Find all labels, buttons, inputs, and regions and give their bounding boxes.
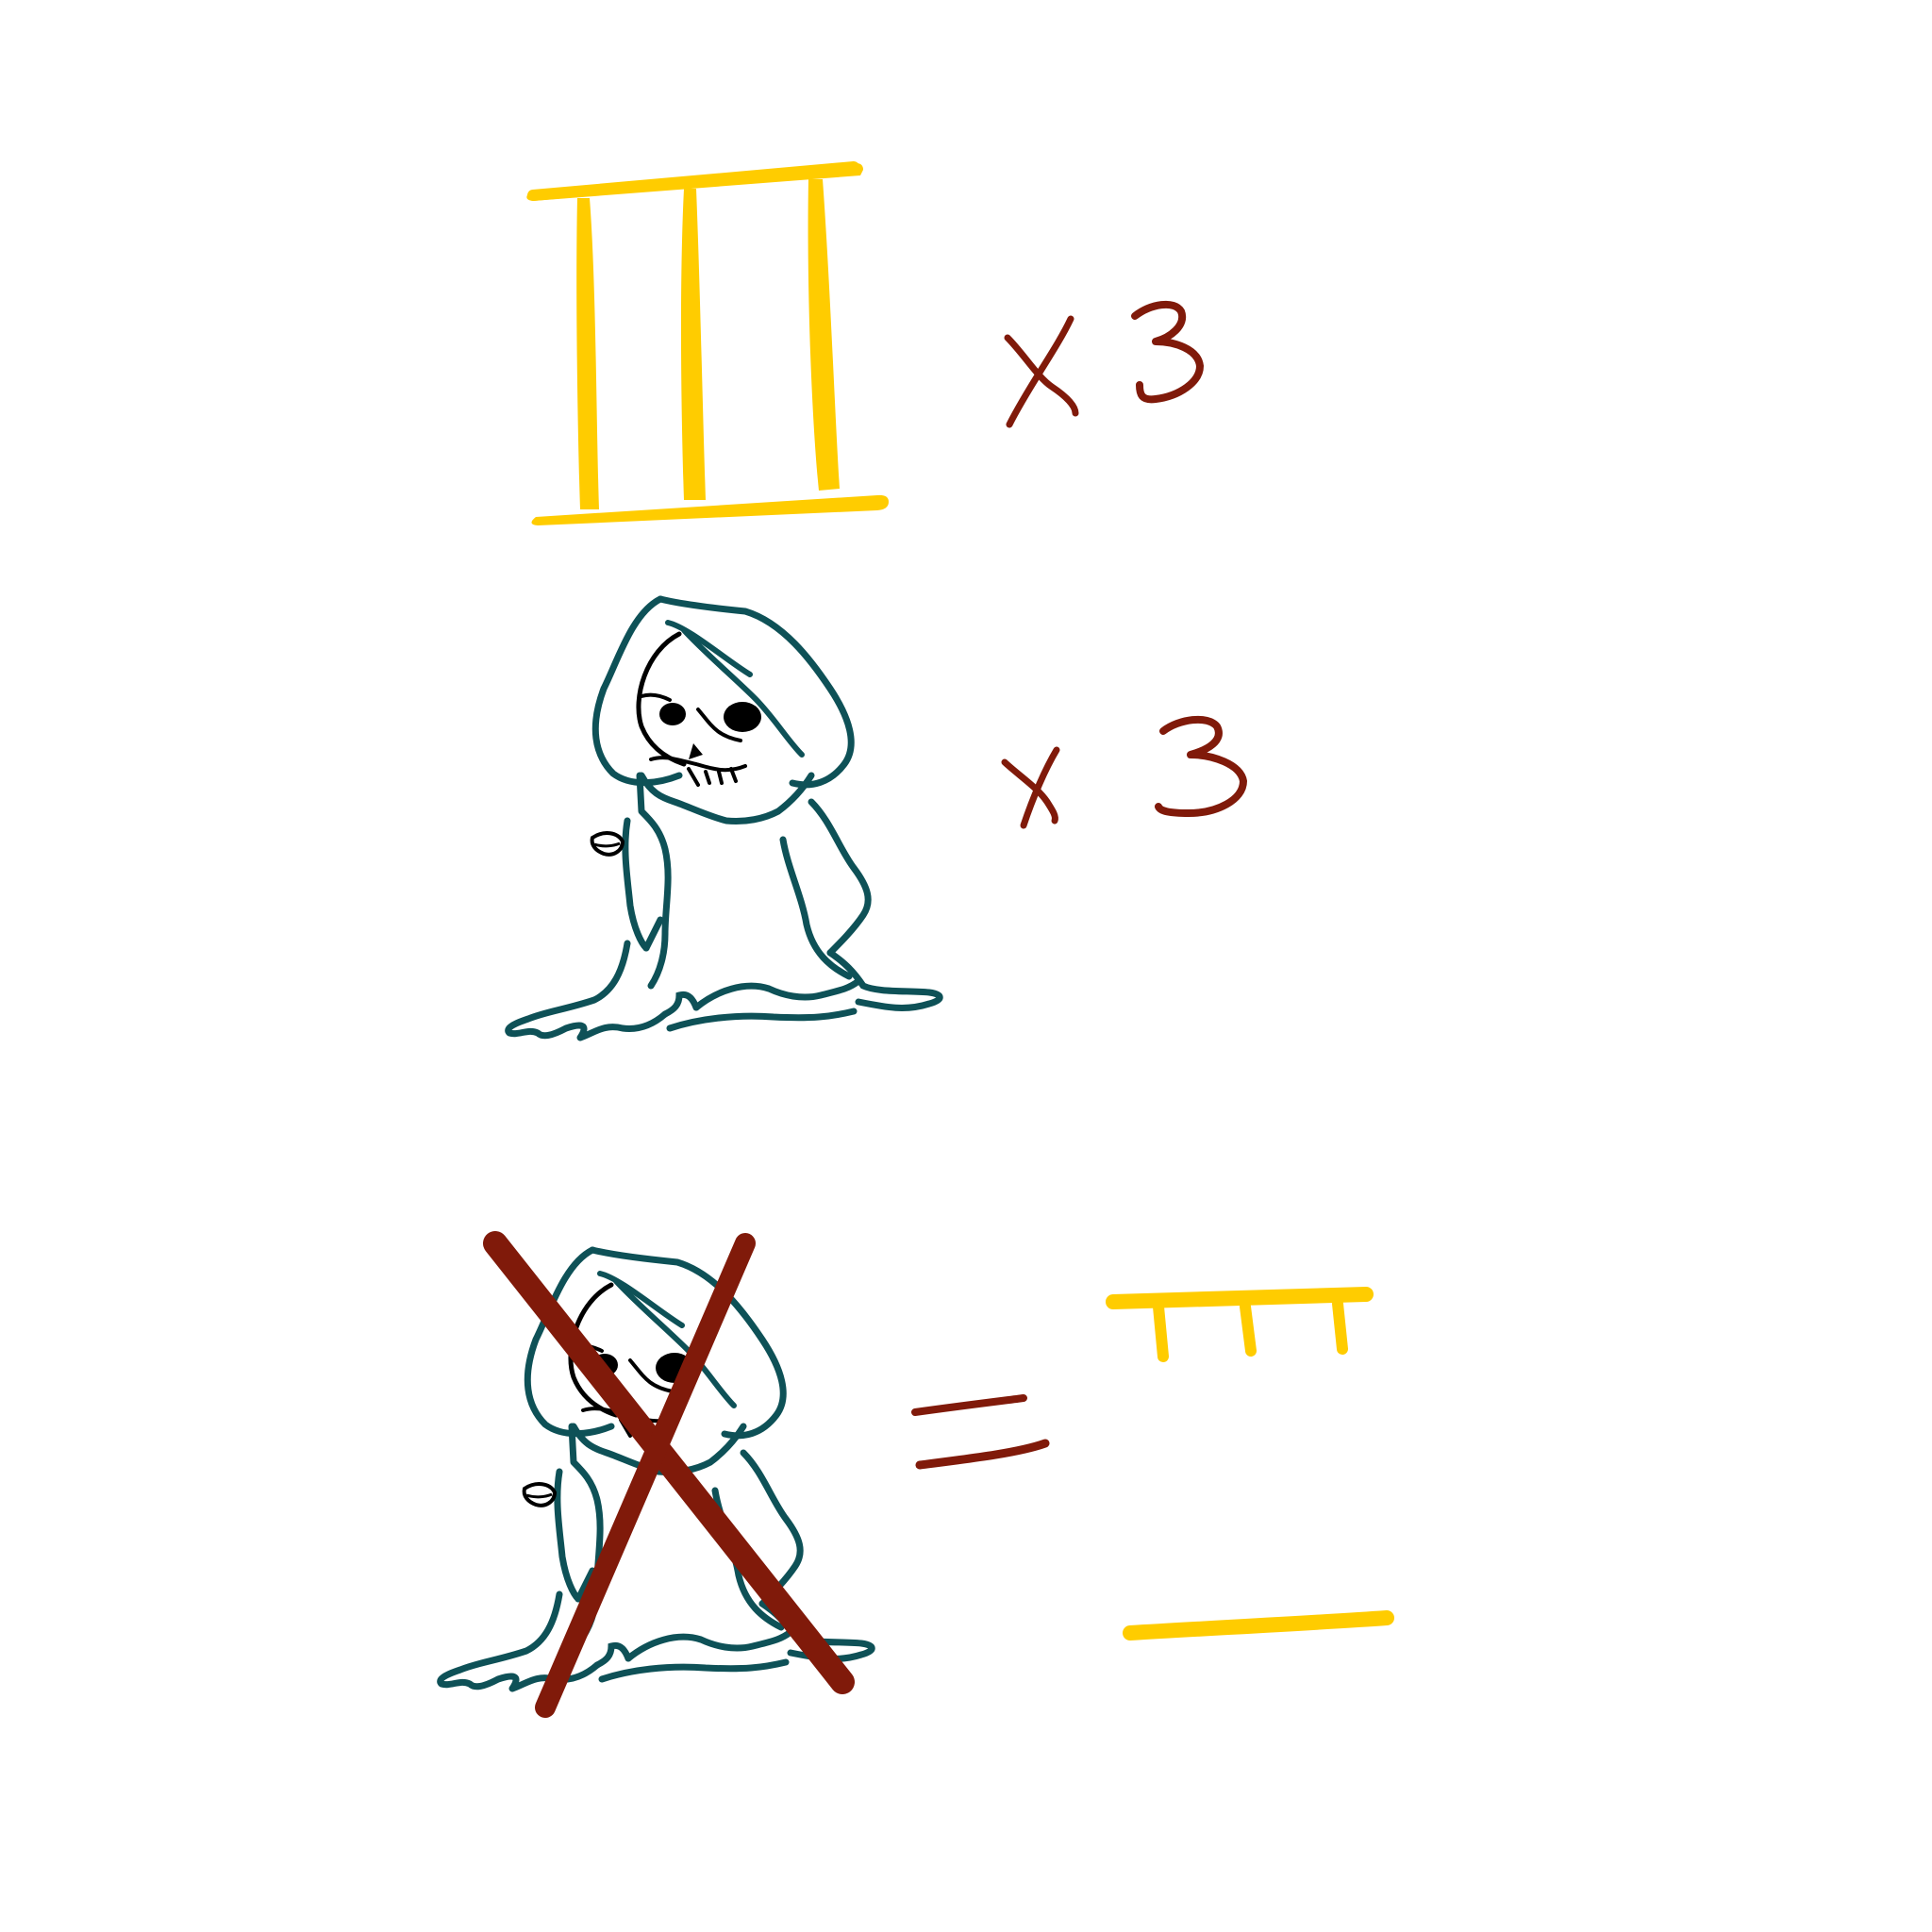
reaper-multiplier-label: x 3 xyxy=(999,716,1002,718)
equals-sign-icon xyxy=(911,1394,1050,1470)
three-pillar-gate-icon xyxy=(526,161,889,525)
gate-multiplier-label: x 3 xyxy=(999,188,1002,190)
gate-top-beam-icon xyxy=(1106,1287,1374,1362)
reaper-multiplier: x 3 xyxy=(999,715,1247,829)
hooded-reaper-icon xyxy=(508,599,941,1038)
gate-bottom-beam-icon xyxy=(1123,1610,1394,1641)
red-x-cross-icon xyxy=(483,1231,855,1718)
gate-multiplier: x 3 xyxy=(999,188,1204,428)
